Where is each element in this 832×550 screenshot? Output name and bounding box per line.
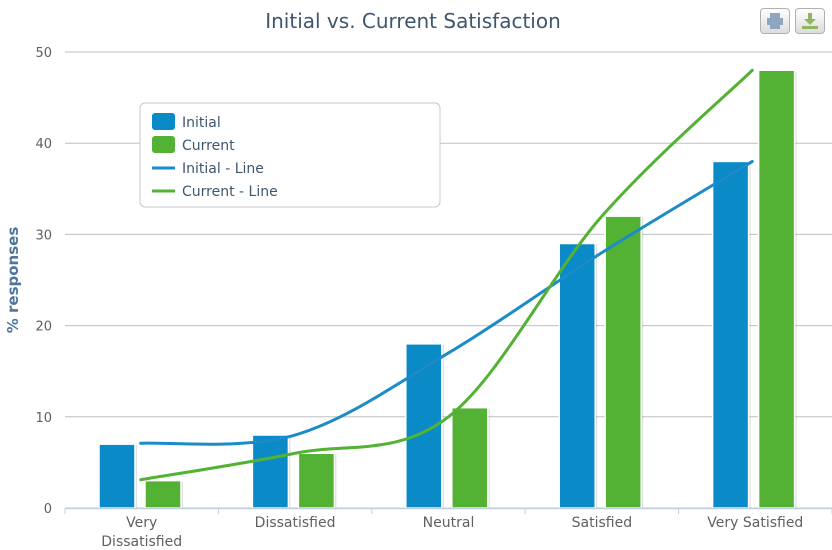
- y-tick-label: 20: [35, 320, 52, 335]
- chart-title: Initial vs. Current Satisfaction: [265, 9, 561, 33]
- legend-swatch: [152, 136, 175, 153]
- x-axis: Very Dissatisfied Dissatisfied Neutral Satis…: [64, 507, 832, 550]
- legend-box: [139, 102, 441, 208]
- legend-item-current[interactable]: Current: [152, 136, 235, 154]
- legend-label: Initial: [182, 115, 221, 131]
- bar-initial-1: [251, 434, 290, 509]
- download-icon: [802, 13, 818, 29]
- bar-initial-4: [711, 160, 750, 509]
- bar-current-1: [297, 452, 336, 509]
- bar-current-3: [604, 215, 642, 509]
- bar-initial-3: [558, 242, 596, 509]
- bar-current-4: [757, 69, 796, 509]
- legend-item-initial-line[interactable]: Initial - Line: [152, 161, 264, 177]
- y-axis-label: % responses: [4, 227, 22, 334]
- legend[interactable]: Initial Current Initial - Line Current - Li…: [139, 102, 441, 208]
- y-axis-ticks: 0 10 20 30 40 50: [35, 46, 52, 517]
- x-tick-label: Very Satisfied: [707, 515, 803, 531]
- bar-initial-0: [98, 443, 136, 509]
- bar-current-2: [451, 406, 489, 509]
- line-current-line: [139, 68, 754, 482]
- bar-current-0: [144, 479, 182, 509]
- y-tick-label: 50: [35, 46, 52, 61]
- x-tick-label: Satisfied: [572, 515, 632, 531]
- print-button[interactable]: [760, 8, 790, 34]
- export-button[interactable]: [795, 8, 825, 34]
- y-tick-label: 30: [35, 228, 52, 243]
- bar-series: [98, 69, 797, 509]
- x-tick-label: Dissatisfied: [255, 515, 336, 531]
- legend-item-initial[interactable]: Initial: [152, 113, 221, 131]
- legend-label: Initial - Line: [182, 161, 264, 177]
- line-initial-line: [139, 159, 754, 446]
- x-tick-label: Very: [126, 515, 157, 531]
- x-tick-label: Dissatisfied: [101, 534, 182, 550]
- line-series: [139, 68, 754, 482]
- y-tick-label: 40: [35, 137, 52, 152]
- y-tick-label: 0: [44, 502, 52, 517]
- printer-icon: [767, 13, 783, 29]
- legend-label: Current: [182, 138, 235, 154]
- legend-label: Current - Line: [182, 184, 278, 200]
- legend-swatch: [152, 113, 175, 130]
- legend-item-current-line[interactable]: Current - Line: [152, 184, 278, 200]
- y-tick-label: 10: [35, 411, 52, 426]
- x-tick-label: Neutral: [423, 515, 475, 531]
